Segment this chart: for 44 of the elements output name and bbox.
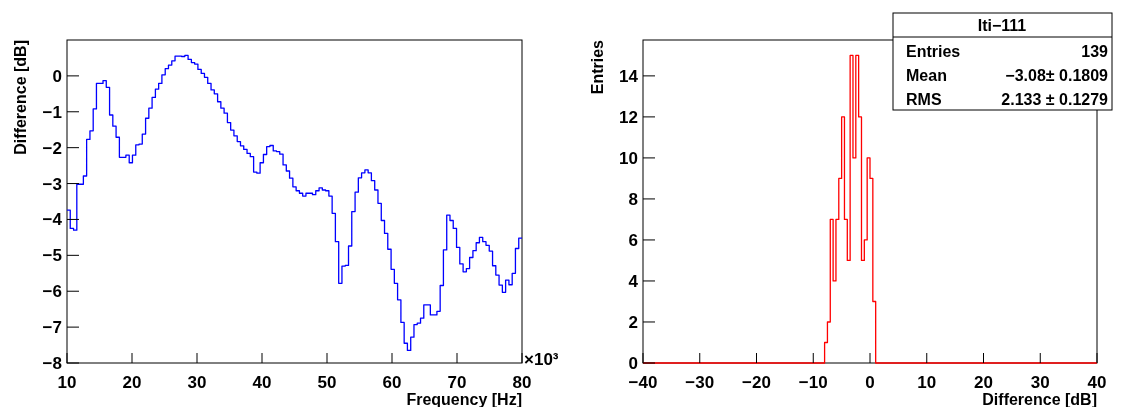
- y-tick-label: −6: [42, 282, 62, 302]
- y-tick-label: −7: [42, 318, 62, 338]
- y-tick-label: 4: [628, 271, 639, 291]
- y-tick-label: 10: [619, 148, 638, 168]
- x-tick-label: −40: [628, 373, 658, 392]
- y-tick-label: −8: [42, 353, 62, 373]
- x-tick-label: −20: [742, 373, 771, 392]
- x-tick-label: 20: [122, 373, 142, 392]
- x-tick-label: −10: [798, 373, 828, 392]
- y-tick-label: −1: [42, 102, 62, 122]
- x-tick-label: 60: [382, 373, 402, 392]
- y-tick-label: 2: [628, 312, 638, 332]
- y-tick-label: 8: [628, 189, 638, 209]
- y-tick-label: −2: [42, 138, 62, 158]
- annotation: 2.133 ± 0.1279: [1001, 91, 1109, 108]
- x-tick-label: 30: [187, 373, 207, 392]
- y-axis-title: Difference [dB]: [12, 40, 29, 155]
- y-tick-label: −5: [42, 246, 62, 266]
- annotation: 139: [1081, 43, 1109, 60]
- x-tick-label: 40: [1087, 373, 1107, 392]
- y-axis-title: Entries: [589, 39, 606, 95]
- x-tick-label: 10: [917, 373, 937, 392]
- y-tick-label: 14: [619, 66, 639, 86]
- x-tick-label: 50: [317, 373, 337, 392]
- y-tick-label: 6: [628, 230, 638, 250]
- x-tick-label: 40: [252, 373, 272, 392]
- x-tick-label: 0: [865, 373, 875, 392]
- text: ×10³: [524, 350, 559, 369]
- annotation: Entries: [906, 43, 961, 60]
- x-tick-label: 80: [512, 373, 532, 392]
- y-tick-label: 0: [628, 353, 638, 373]
- annotation: RMS: [906, 91, 942, 108]
- y-tick-label: −3: [42, 174, 62, 194]
- chart-title: Iti−111: [977, 17, 1027, 34]
- x-tick-label: −30: [685, 373, 715, 392]
- annotation: −3.08± 0.1809: [1005, 67, 1109, 84]
- x-tick-label: 10: [57, 373, 77, 392]
- y-tick-label: −4: [42, 210, 63, 230]
- y-tick-label: 12: [619, 107, 638, 127]
- x-tick-label: 20: [974, 373, 993, 392]
- x-tick-label: 70: [447, 373, 467, 392]
- x-tick-label: 30: [1030, 373, 1050, 392]
- annotation: Mean: [906, 67, 947, 84]
- y-tick-label: 0: [52, 66, 62, 86]
